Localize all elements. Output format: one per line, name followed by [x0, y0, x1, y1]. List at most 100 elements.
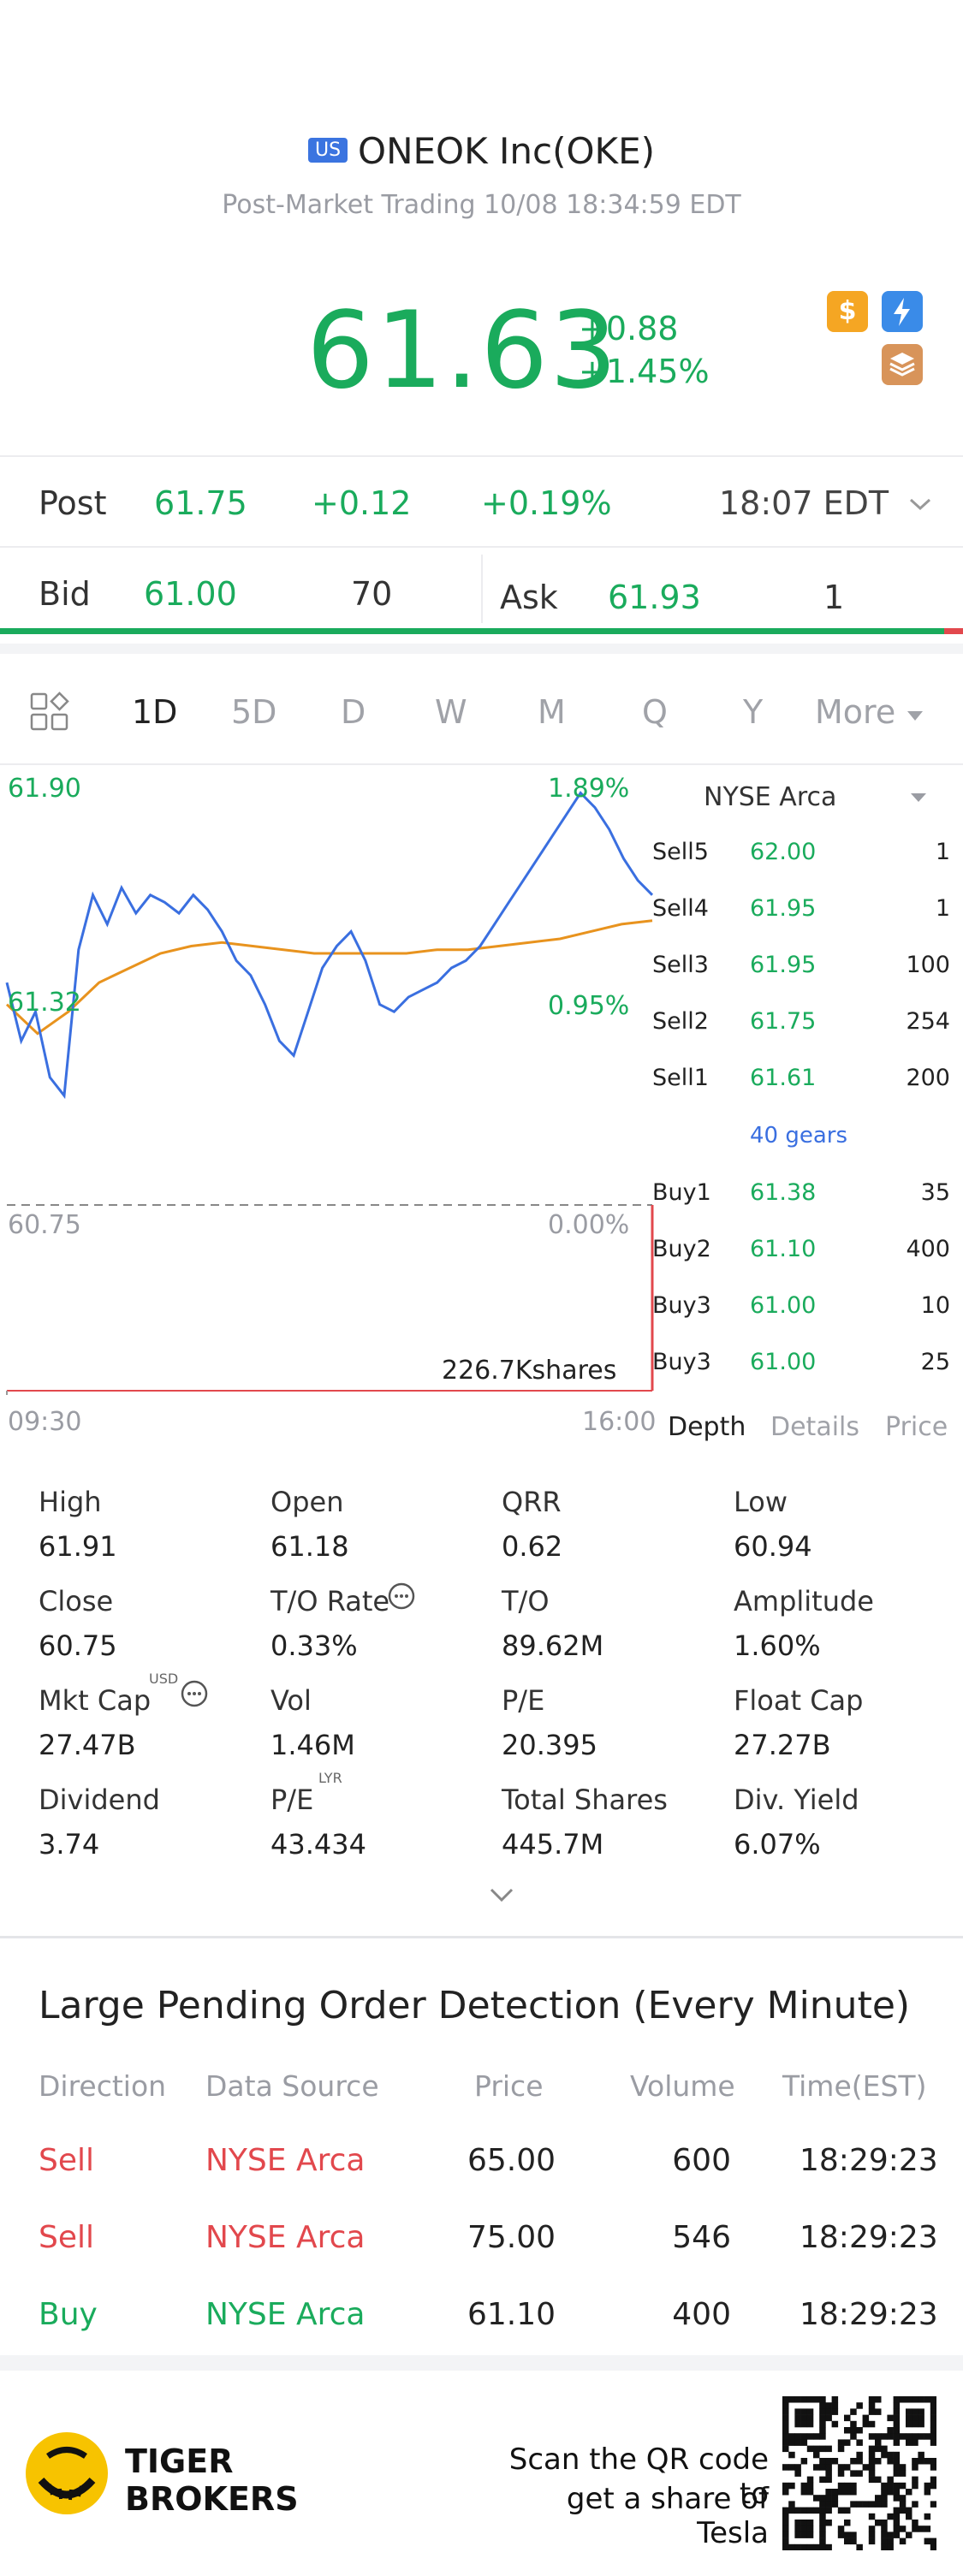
buy-level-price: 61.00 — [750, 1292, 817, 1319]
tab-year[interactable]: Y — [743, 693, 764, 731]
sell-level-volume: 100 — [906, 952, 950, 978]
bid-size: 70 — [351, 575, 393, 613]
qr-code-icon[interactable] — [782, 2396, 936, 2550]
caret-down-icon — [907, 711, 924, 721]
tab-more[interactable]: More — [815, 693, 924, 731]
sell-level-volume: 1 — [935, 839, 950, 865]
order-source: NYSE Arca — [205, 2297, 366, 2332]
stat-value-dividend: 3.74 — [39, 1828, 100, 1861]
divider — [0, 455, 963, 457]
order-volume: 546 — [672, 2220, 731, 2255]
stat-label-mkt-cap: Mkt Cap — [39, 1684, 152, 1717]
price-change-percent: +1.45% — [579, 353, 710, 390]
caret-down-icon[interactable] — [909, 791, 928, 804]
post-time-selector[interactable]: 18:07 EDT — [719, 484, 935, 522]
tab-day[interactable]: D — [341, 693, 366, 731]
order-volume: 400 — [672, 2297, 731, 2332]
layout-grid-icon[interactable] — [29, 691, 70, 733]
header-direction: Direction — [39, 2069, 167, 2103]
stat-value-p-e: 43.434 — [270, 1828, 366, 1861]
x-label-start: 09:30 — [8, 1407, 82, 1437]
stat-value-vol: 1.46M — [270, 1729, 355, 1761]
stat-value-amplitude: 1.60% — [734, 1629, 821, 1662]
tab-quarter[interactable]: Q — [642, 693, 668, 731]
last-price: 61.63 — [306, 289, 619, 413]
sell-level-name: Sell4 — [652, 895, 709, 922]
pct-label-high: 1.89% — [548, 774, 630, 804]
order-direction: Sell — [39, 2143, 95, 2178]
tiger-logo-icon — [26, 2432, 108, 2514]
exchange-selector[interactable]: NYSE Arca — [704, 782, 836, 812]
stat-value-open: 61.18 — [270, 1530, 349, 1563]
tab-depth[interactable]: Depth — [668, 1412, 746, 1442]
price-change: +0.88 — [579, 310, 679, 347]
bid-price: 61.00 — [144, 575, 237, 613]
market-badge: US — [307, 138, 348, 163]
pct-label-mid: 0.95% — [548, 991, 630, 1021]
stat-label-amplitude: Amplitude — [734, 1585, 874, 1617]
gears-count[interactable]: 40 gears — [750, 1123, 848, 1149]
buy-level-price: 61.10 — [750, 1236, 817, 1262]
stat-label-close: Close — [39, 1585, 114, 1617]
tab-more-label: More — [815, 693, 896, 731]
stat-value-high: 61.91 — [39, 1530, 117, 1563]
stat-value-div-yield: 6.07% — [734, 1828, 821, 1861]
post-label: Post — [39, 484, 107, 522]
post-change: +0.12 — [312, 484, 412, 522]
sell-level-price: 61.95 — [750, 895, 817, 922]
post-change-percent: +0.19% — [481, 484, 612, 522]
stack-icon[interactable] — [882, 344, 923, 385]
header-price: Price — [474, 2069, 544, 2103]
stat-label-float-cap: Float Cap — [734, 1684, 864, 1717]
stat-label-vol: Vol — [270, 1684, 312, 1717]
lightning-icon[interactable] — [882, 291, 923, 332]
tab-5d[interactable]: 5D — [231, 693, 277, 731]
order-time: 18:29:23 — [800, 2220, 938, 2255]
intraday-chart[interactable] — [0, 762, 657, 1395]
tab-1d[interactable]: 1D — [132, 693, 178, 731]
buy-level-name: Buy1 — [652, 1179, 711, 1206]
y-label-low: 60.75 — [8, 1210, 81, 1240]
tab-month[interactable]: M — [538, 693, 566, 731]
bid-label: Bid — [39, 575, 91, 613]
y-label-high: 61.90 — [8, 774, 81, 804]
divider — [481, 555, 483, 623]
promo-footer: TIGER BROKERS Scan the QR code to get a … — [0, 2371, 963, 2576]
buy-level-volume: 10 — [920, 1292, 950, 1319]
order-direction: Buy — [39, 2297, 98, 2332]
dollar-icon[interactable]: $ — [827, 291, 868, 332]
ask-price: 61.93 — [608, 579, 701, 616]
order-source: NYSE Arca — [205, 2220, 366, 2255]
buy-level-volume: 25 — [920, 1349, 950, 1375]
stat-label-t-o-rate: T/O Rate — [270, 1585, 390, 1617]
header-time: Time(EST) — [782, 2069, 927, 2103]
x-label-end: 16:00 — [582, 1407, 657, 1437]
stock-title: US ONEOK Inc(OKE) — [0, 130, 963, 172]
tab-week[interactable]: W — [435, 693, 467, 731]
section-gap — [0, 2355, 963, 2371]
more-info-icon[interactable] — [180, 1679, 209, 1708]
stat-value-p-e: 20.395 — [502, 1729, 597, 1761]
stat-label-div-yield: Div. Yield — [734, 1784, 859, 1816]
currency-superscript: USD — [149, 1671, 179, 1687]
tab-details[interactable]: Details — [770, 1412, 860, 1442]
stat-value-t-o-rate: 0.33% — [270, 1629, 358, 1662]
price-line — [5, 791, 654, 1100]
buy-level-name: Buy3 — [652, 1292, 711, 1319]
sell-level-name: Sell1 — [652, 1065, 709, 1091]
exchange-name: NYSE Arca — [704, 782, 837, 812]
more-info-icon[interactable] — [387, 1582, 416, 1611]
header-data-source: Data Source — [205, 2069, 379, 2103]
lyr-superscript: LYR — [318, 1770, 342, 1786]
expand-chevron-icon[interactable] — [484, 1883, 519, 1907]
buy-level-price: 61.00 — [750, 1349, 817, 1375]
sell-level-price: 61.95 — [750, 952, 817, 978]
stat-value-t-o: 89.62M — [502, 1629, 604, 1662]
ask-label: Ask — [500, 579, 558, 616]
post-time: 18:07 EDT — [719, 484, 889, 522]
tab-price[interactable]: Price — [885, 1412, 948, 1442]
stat-value-total-shares: 445.7M — [502, 1828, 604, 1861]
y-label-mid: 61.32 — [8, 988, 81, 1018]
order-direction: Sell — [39, 2220, 95, 2255]
buy-level-price: 61.38 — [750, 1179, 817, 1206]
